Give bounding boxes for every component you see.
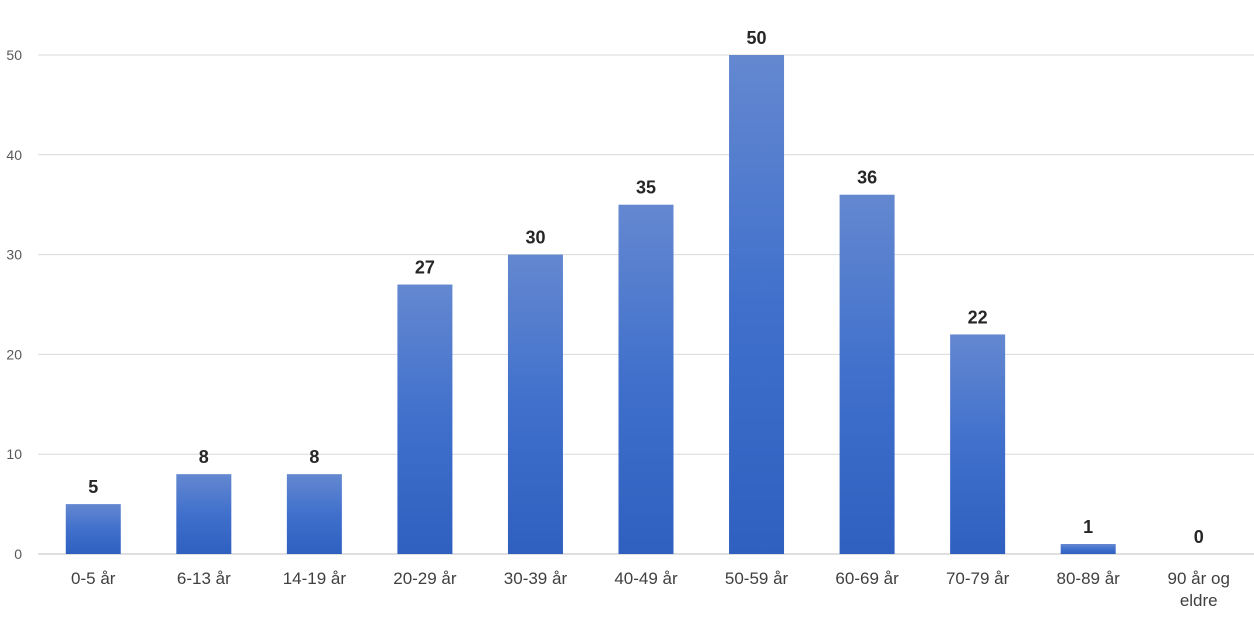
data-label: 36 [857,168,877,188]
data-label: 50 [747,28,767,48]
bar [65,504,121,554]
y-tick-label: 10 [6,446,22,462]
x-tick-label: 40-49 år [614,569,678,588]
bar [286,474,342,554]
x-tick-label: 90 år og eldre [1168,569,1230,610]
y-tick-label: 50 [6,47,22,63]
y-tick-label: 30 [6,247,22,263]
x-tick-label: 50-59 år [725,569,789,588]
data-label: 35 [636,178,656,198]
y-tick-label: 40 [6,147,22,163]
data-label: 8 [309,447,319,467]
y-tick-label: 20 [6,346,22,362]
data-label: 5 [88,477,98,497]
bar [397,284,453,554]
bar [618,204,674,554]
data-label: 0 [1194,527,1204,547]
bar [839,194,895,554]
bar [1060,544,1116,554]
data-label: 30 [525,228,545,248]
data-label: 1 [1083,517,1093,537]
x-tick-label: 70-79 år [946,569,1010,588]
y-tick-label: 0 [14,546,22,562]
bar [729,55,785,554]
bars [65,55,1116,554]
x-axis: 0-5 år 6-13 år 14-19 år 20-29 år 30-39 år 40-… [71,569,1230,610]
x-tick-label: 20-29 år [393,569,457,588]
x-tick-label: 6-13 år [177,569,231,588]
data-label: 8 [199,447,209,467]
bar [176,474,232,554]
x-tick-label: 80-89 år [1057,569,1121,588]
data-label: 22 [968,307,988,327]
x-tick-label: 0-5 år [71,569,116,588]
x-tick-label: 60-69 år [835,569,899,588]
data-label: 27 [415,258,435,278]
x-tick-label: 30-39 år [504,569,568,588]
data-labels: 5 8 8 27 30 35 50 36 22 1 0 [88,28,1203,547]
y-axis: 0 10 20 30 40 50 [6,47,22,562]
bar [950,334,1006,554]
x-tick-label: 14-19 år [283,569,347,588]
bar [507,254,563,554]
